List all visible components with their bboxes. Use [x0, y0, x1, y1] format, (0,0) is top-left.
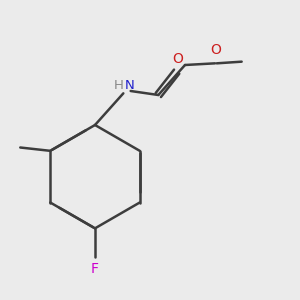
Text: N: N	[125, 79, 135, 92]
Text: O: O	[210, 43, 221, 57]
Text: H: H	[113, 79, 123, 92]
Text: F: F	[91, 262, 99, 276]
Text: O: O	[172, 52, 183, 66]
